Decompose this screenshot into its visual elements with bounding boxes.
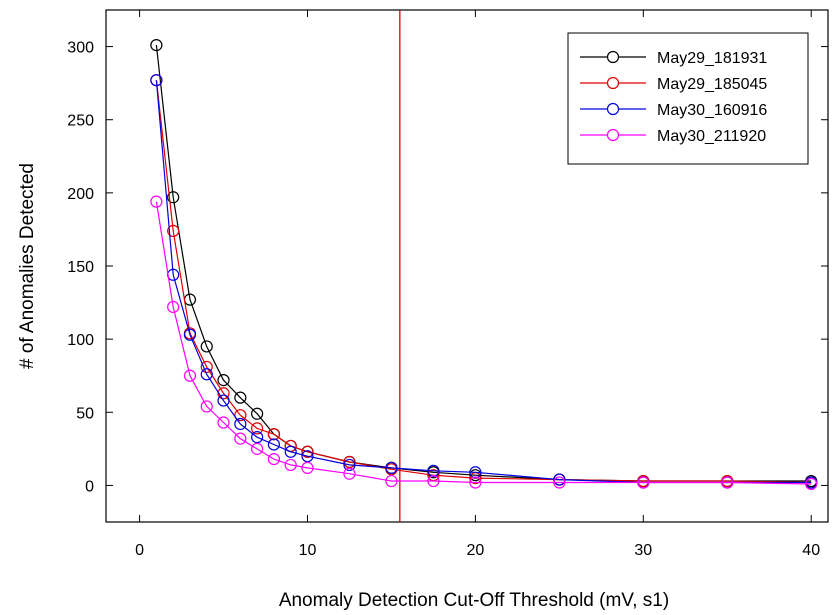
y-tick-label-200: 200 bbox=[67, 186, 94, 203]
series-3-point-12 bbox=[427, 474, 440, 488]
series-2-point-9 bbox=[301, 450, 314, 463]
series-3 bbox=[150, 195, 818, 491]
y-tick-label-50: 50 bbox=[76, 405, 94, 422]
series-2-point-12 bbox=[427, 464, 440, 477]
series-3-point-8 bbox=[284, 458, 297, 472]
series-0-point-0 bbox=[150, 39, 163, 52]
series-0-point-5 bbox=[234, 391, 247, 404]
series-1-point-10 bbox=[343, 455, 356, 469]
legend: May29_181931 May29_185045 May30_160916 May3… bbox=[567, 32, 809, 165]
series-group bbox=[150, 39, 818, 491]
series-3-point-4 bbox=[217, 416, 230, 429]
legend-label-1: May29_185045 bbox=[657, 76, 767, 93]
series-3-point-16 bbox=[721, 476, 734, 489]
legend-label-2: May30_160916 bbox=[657, 102, 767, 119]
legend-marker-3 bbox=[606, 128, 620, 142]
series-3-point-13 bbox=[469, 476, 482, 489]
y-tick-label-300: 300 bbox=[67, 40, 94, 57]
y-axis-label: # of Anomalies Detected bbox=[17, 163, 38, 369]
series-3-point-10 bbox=[343, 467, 356, 480]
legend-marker-0 bbox=[606, 50, 620, 64]
x-tick-label-20: 20 bbox=[466, 542, 484, 559]
axis-ticks: 0 10 20 30 40 0 50 100 150 200 250 300 bbox=[67, 10, 828, 559]
x-tick-label-0: 0 bbox=[135, 542, 144, 559]
series-2-point-8 bbox=[284, 445, 297, 458]
series-3-point-15 bbox=[637, 476, 650, 489]
series-3-point-6 bbox=[251, 442, 264, 455]
y-tick-label-0: 0 bbox=[85, 478, 94, 495]
series-0-point-1 bbox=[167, 191, 180, 204]
legend-marker-1 bbox=[606, 76, 620, 90]
series-3-point-3 bbox=[200, 400, 213, 413]
legend-label-0: May29_181931 bbox=[657, 50, 767, 67]
series-3-point-11 bbox=[385, 474, 398, 488]
series-2-point-3 bbox=[200, 368, 213, 381]
series-2-point-5 bbox=[234, 417, 247, 431]
series-3-point-2 bbox=[183, 369, 197, 382]
y-tick-label-150: 150 bbox=[67, 259, 94, 276]
x-axis-label: Anomaly Detection Cut-Off Threshold (mV,… bbox=[279, 590, 669, 611]
series-1-point-3 bbox=[200, 360, 213, 374]
series-1-point-7 bbox=[267, 428, 281, 441]
x-tick-label-10: 10 bbox=[299, 542, 317, 559]
series-3-point-5 bbox=[234, 432, 247, 445]
series-2-point-11 bbox=[385, 461, 398, 474]
series-0-point-4 bbox=[217, 374, 230, 387]
series-3-point-0 bbox=[150, 195, 163, 208]
series-1-point-1 bbox=[167, 224, 180, 237]
series-2-point-13 bbox=[469, 466, 482, 479]
series-3-point-14 bbox=[553, 476, 566, 489]
x-tick-label-40: 40 bbox=[802, 542, 820, 559]
series-2-point-2 bbox=[183, 328, 197, 341]
series-3-point-17 bbox=[805, 477, 818, 491]
series-2-point-10 bbox=[343, 458, 356, 472]
series-2-point-4 bbox=[217, 394, 230, 407]
series-2-point-0 bbox=[150, 74, 163, 87]
series-line-2 bbox=[155, 80, 812, 484]
series-2-point-6 bbox=[251, 431, 264, 444]
series-1-point-9 bbox=[301, 445, 314, 458]
y-tick-label-100: 100 bbox=[67, 332, 94, 349]
series-1-point-4 bbox=[217, 387, 230, 400]
series-1-point-5 bbox=[234, 409, 247, 422]
series-0-point-13 bbox=[469, 469, 482, 482]
series-3-point-1 bbox=[167, 300, 180, 314]
series-2 bbox=[150, 74, 818, 489]
y-tick-label-250: 250 bbox=[67, 113, 94, 130]
series-3-point-9 bbox=[301, 461, 314, 474]
series-0-point-3 bbox=[200, 340, 213, 353]
legend-entries: May29_181931 May29_185045 May30_160916 May3… bbox=[580, 50, 767, 145]
series-0-point-6 bbox=[251, 407, 264, 420]
series-2-point-7 bbox=[267, 438, 281, 451]
series-1-point-6 bbox=[251, 422, 264, 435]
series-2-point-14 bbox=[553, 473, 566, 486]
series-3-point-7 bbox=[267, 452, 281, 466]
legend-marker-2 bbox=[606, 102, 620, 116]
x-tick-label-30: 30 bbox=[634, 542, 652, 559]
legend-label-3: May30_211920 bbox=[657, 128, 766, 145]
